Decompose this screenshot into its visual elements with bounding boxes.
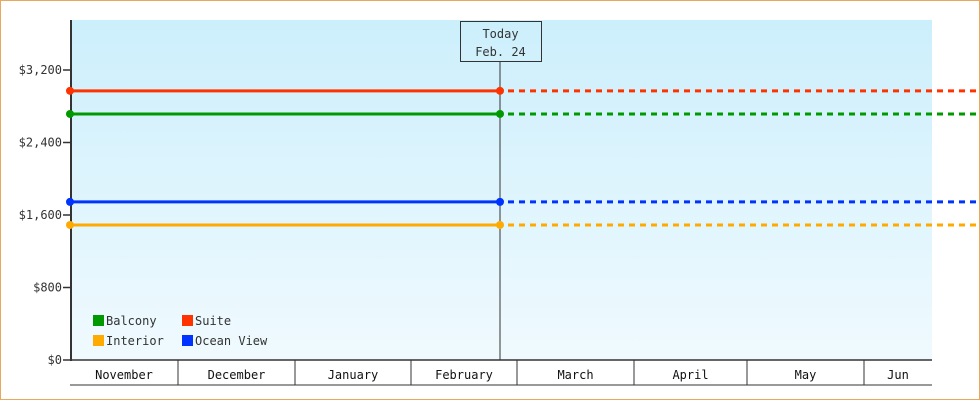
legend-swatch [182,335,193,346]
data-point [66,109,74,118]
legend-label: Ocean View [195,334,268,348]
x-tick-label: April [672,368,708,382]
x-tick-label: November [95,368,153,382]
data-point [496,109,504,118]
legend-swatch [93,315,104,326]
legend-swatch [93,335,104,346]
data-point [496,220,504,229]
data-point [66,220,74,229]
data-point [496,197,504,206]
y-tick-label: $0 [48,353,62,367]
legend-label: Interior [106,334,164,348]
x-tick-label: May [795,368,817,382]
data-point [496,86,504,95]
data-point [66,86,74,95]
today-label: Today [482,27,518,41]
legend-swatch [182,315,193,326]
x-tick-label: January [328,368,379,382]
legend-label: Balcony [106,314,157,328]
y-tick-label: $1,600 [19,208,62,222]
today-box [460,21,542,62]
plot-area [70,20,932,360]
today-date: Feb. 24 [475,45,526,59]
y-tick-label: $3,200 [19,63,62,77]
legend-label: Suite [195,314,231,328]
y-tick-label: $2,400 [19,136,62,150]
y-tick-label: $800 [33,281,62,295]
x-tick-label: Jun [887,368,909,382]
x-tick-label: December [208,368,266,382]
x-tick-label: March [557,368,593,382]
x-tick-label: February [435,368,493,382]
data-point [66,197,74,206]
